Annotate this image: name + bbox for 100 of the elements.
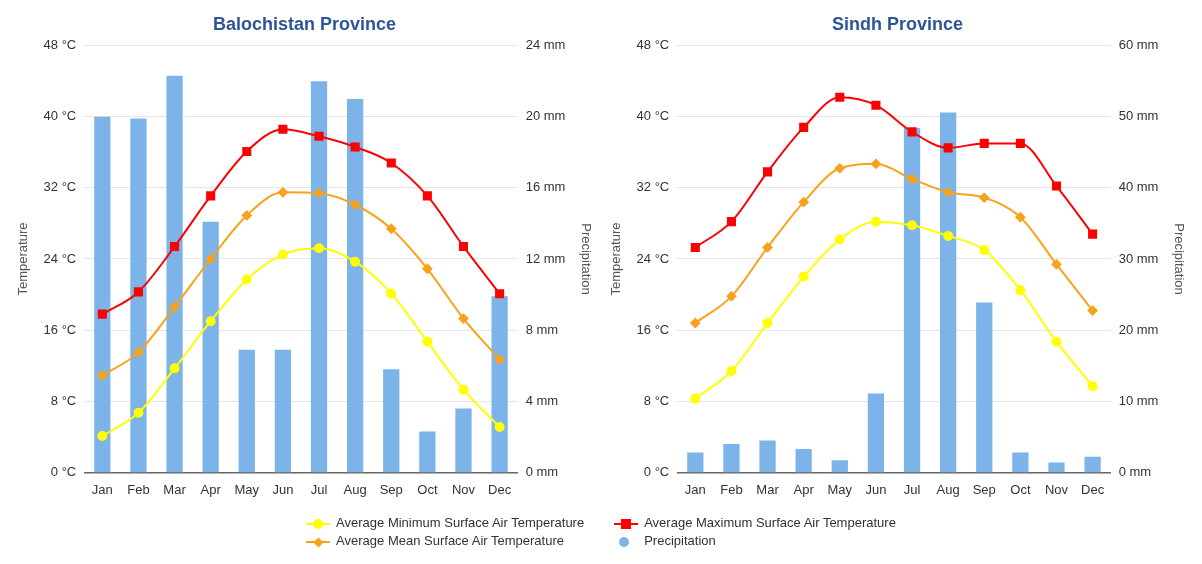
y2-tick-label: 10 mm xyxy=(1118,392,1159,408)
bar xyxy=(687,452,704,473)
bar xyxy=(795,448,812,473)
y-tick-label: 48 °C xyxy=(636,37,670,53)
y-tick-label: 32 °C xyxy=(636,179,670,195)
y2-tick-label: 4 mm xyxy=(525,392,559,408)
x-tick-label: Dec xyxy=(1081,481,1105,497)
x-tick-label: Aug xyxy=(936,481,960,497)
point xyxy=(726,217,736,227)
y-tick-label: 40 °C xyxy=(636,108,670,124)
point xyxy=(386,223,397,234)
point xyxy=(1015,285,1026,296)
y2-axis-title: Precipitation xyxy=(1171,223,1187,295)
bar xyxy=(867,393,885,473)
point xyxy=(277,187,288,198)
y-axis-title: Temperature xyxy=(15,222,31,296)
point xyxy=(762,242,773,253)
x-tick-label: Dec xyxy=(488,481,512,497)
bar xyxy=(759,440,776,473)
x-tick-label: Mar xyxy=(163,481,187,497)
y-tick-label: 8 °C xyxy=(50,392,77,408)
x-tick-label: Sep xyxy=(379,481,403,497)
legend-label: Precipitation xyxy=(644,533,716,548)
x-tick-label: Apr xyxy=(200,481,222,497)
point xyxy=(278,124,288,134)
point xyxy=(690,393,701,404)
y-tick-label: 24 °C xyxy=(43,250,77,266)
y2-tick-label: 8 mm xyxy=(525,321,559,337)
point xyxy=(458,242,469,252)
x-tick-label: Aug xyxy=(343,481,367,497)
point xyxy=(762,318,773,329)
point xyxy=(133,287,143,297)
x-tick-label: Oct xyxy=(417,481,438,497)
point xyxy=(870,158,881,169)
point xyxy=(314,188,325,199)
point xyxy=(1087,305,1098,316)
bar xyxy=(976,302,993,473)
point xyxy=(350,142,360,152)
x-tick-label: Sep xyxy=(972,481,996,497)
y2-tick-label: 0 mm xyxy=(525,463,559,479)
point xyxy=(835,92,845,102)
y2-tick-label: 16 mm xyxy=(525,179,566,195)
point xyxy=(870,216,881,227)
bar xyxy=(166,75,183,473)
bar xyxy=(831,460,848,473)
point xyxy=(907,127,917,137)
point xyxy=(133,347,144,358)
point xyxy=(1088,229,1098,239)
bar xyxy=(1084,456,1101,473)
point xyxy=(205,254,216,264)
bar xyxy=(723,443,740,473)
point xyxy=(726,366,737,377)
bar xyxy=(238,349,255,473)
y2-tick-label: 20 mm xyxy=(1118,321,1159,337)
point xyxy=(494,422,505,433)
point xyxy=(242,146,252,156)
point xyxy=(907,220,918,231)
y2-tick-label: 40 mm xyxy=(1118,179,1159,195)
point xyxy=(169,363,180,374)
y-tick-label: 40 °C xyxy=(43,108,77,124)
y-tick-label: 32 °C xyxy=(43,179,77,195)
point xyxy=(314,243,325,254)
point xyxy=(726,291,737,302)
point xyxy=(386,288,397,299)
point xyxy=(97,309,107,319)
y2-tick-label: 30 mm xyxy=(1118,250,1159,266)
bar xyxy=(310,81,328,473)
y2-tick-label: 0 mm xyxy=(1118,463,1152,479)
point xyxy=(690,318,701,329)
bar xyxy=(274,349,292,473)
bar xyxy=(130,118,147,473)
x-tick-label: Jun xyxy=(272,481,294,497)
x-tick-label: Nov xyxy=(1044,481,1069,497)
legend-label: Average Maximum Surface Air Temperature xyxy=(644,515,896,530)
y-tick-label: 48 °C xyxy=(43,37,77,53)
point xyxy=(943,230,954,241)
point xyxy=(834,163,845,174)
y2-axis-title: Precipitation xyxy=(578,223,594,295)
bar xyxy=(903,128,921,473)
point xyxy=(241,210,252,221)
x-tick-label: Jun xyxy=(865,481,887,497)
point xyxy=(133,407,144,418)
y2-tick-label: 60 mm xyxy=(1118,37,1159,53)
point xyxy=(206,191,216,201)
x-tick-label: Jan xyxy=(684,481,706,497)
point xyxy=(763,167,773,177)
point xyxy=(386,158,396,168)
bar xyxy=(347,98,364,473)
point xyxy=(943,143,953,153)
x-tick-label: Jul xyxy=(310,481,328,497)
point xyxy=(871,100,881,110)
y2-tick-label: 20 mm xyxy=(525,108,566,124)
point xyxy=(170,242,180,252)
point xyxy=(979,138,989,148)
point xyxy=(979,245,990,256)
point xyxy=(277,249,288,260)
x-tick-label: Jul xyxy=(903,481,921,497)
point xyxy=(1087,381,1098,392)
y-tick-label: 8 °C xyxy=(643,392,670,408)
point xyxy=(690,242,700,252)
